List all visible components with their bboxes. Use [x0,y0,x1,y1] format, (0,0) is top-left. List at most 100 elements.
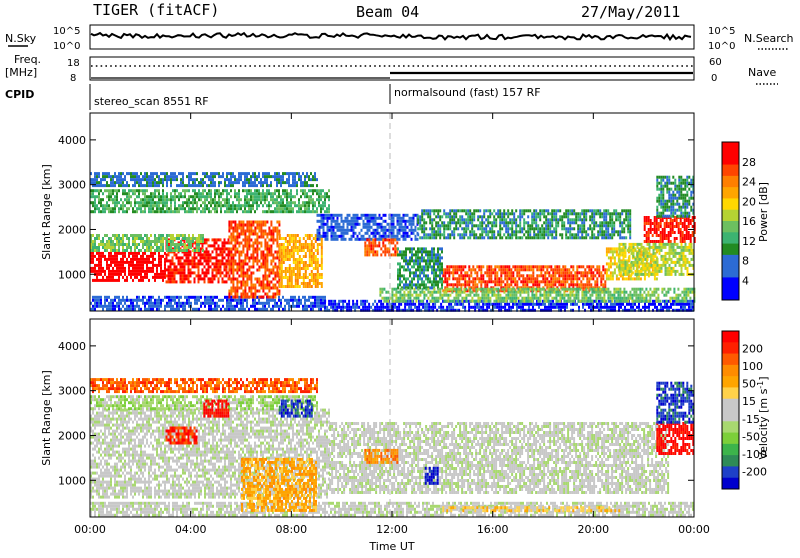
range-cell [496,306,498,309]
range-cell [304,302,306,305]
range-cell [300,178,302,181]
range-cell [270,272,272,275]
range-cell [327,238,329,241]
range-cell [591,212,593,215]
range-cell [152,246,154,249]
range-cell [314,189,316,192]
range-cell [206,207,208,210]
range-cell [240,281,242,284]
range-cell [206,204,208,207]
range-cell [309,252,311,255]
range-cell [162,204,164,207]
range-cell [256,248,258,251]
range-cell [226,265,228,268]
range-cell [184,184,186,187]
range-cell [142,276,144,279]
range-cell [168,271,170,274]
range-cell [600,303,602,306]
range-cell [164,237,166,240]
range-cell [319,238,321,241]
range-cell [423,209,425,212]
range-cell [281,285,283,288]
range-cell [549,221,551,224]
range-cell [448,268,450,271]
range-cell [660,303,662,306]
range-cell [363,214,365,217]
range-cell [444,280,446,283]
range-cell [473,215,475,218]
range-cell [148,178,150,181]
range-cell [168,246,170,249]
range-cell [180,256,182,259]
range-cell [318,195,320,198]
range-cell [341,214,343,217]
range-cell [108,273,110,276]
range-cell [178,262,180,265]
range-cell [332,300,334,303]
range-cell [240,260,242,263]
range-cell [246,248,248,251]
range-cell [481,215,483,218]
range-cell [342,300,344,303]
range-cell [164,195,166,198]
range-cell [555,224,557,227]
range-cell [142,279,144,282]
range-cell [234,245,236,248]
range-cell [190,237,192,240]
range-cell [501,218,503,221]
range-cell [152,252,154,255]
nave-label: Nave [748,66,776,79]
range-cell [230,175,232,178]
range-cell [468,303,470,306]
range-cell [156,195,158,198]
range-cell [399,229,401,232]
range-cell [126,261,128,264]
range-cell [317,282,319,285]
range-cell [287,243,289,246]
range-cell [535,227,537,230]
range-cell [198,299,200,302]
range-cell [212,201,214,204]
range-cell [288,308,290,311]
range-cell [597,233,599,236]
range-cell [547,224,549,227]
range-cell [629,236,631,239]
range-cell [385,232,387,235]
range-cell [180,259,182,262]
range-cell [642,306,644,309]
range-cell [266,175,268,178]
range-cell [144,201,146,204]
range-cell [140,276,142,279]
range-cell [437,230,439,233]
range-cell [180,192,182,195]
range-cell [254,284,256,287]
range-cell [266,221,268,224]
range-cell [184,192,186,195]
range-cell [448,271,450,274]
range-cell [200,259,202,262]
range-cell [387,235,389,238]
range-cell [497,233,499,236]
range-cell [407,214,409,217]
range-cell [469,212,471,215]
range-cell [573,221,575,224]
range-cell [658,303,660,306]
range-cell [365,226,367,229]
range-cell [359,217,361,220]
range-cell [295,234,297,237]
range-cell [389,229,391,232]
range-cell [162,181,164,184]
range-cell [166,210,168,213]
range-cell [118,308,120,311]
range-cell [688,306,690,309]
range-cell [138,308,140,311]
range-cell [208,175,210,178]
range-cell [210,299,212,302]
range-cell [272,278,274,281]
range-cell [254,257,256,260]
range-cell [266,189,268,192]
range-cell [226,296,228,299]
range-cell [238,204,240,207]
range-cell [513,218,515,221]
range-cell [152,261,154,264]
